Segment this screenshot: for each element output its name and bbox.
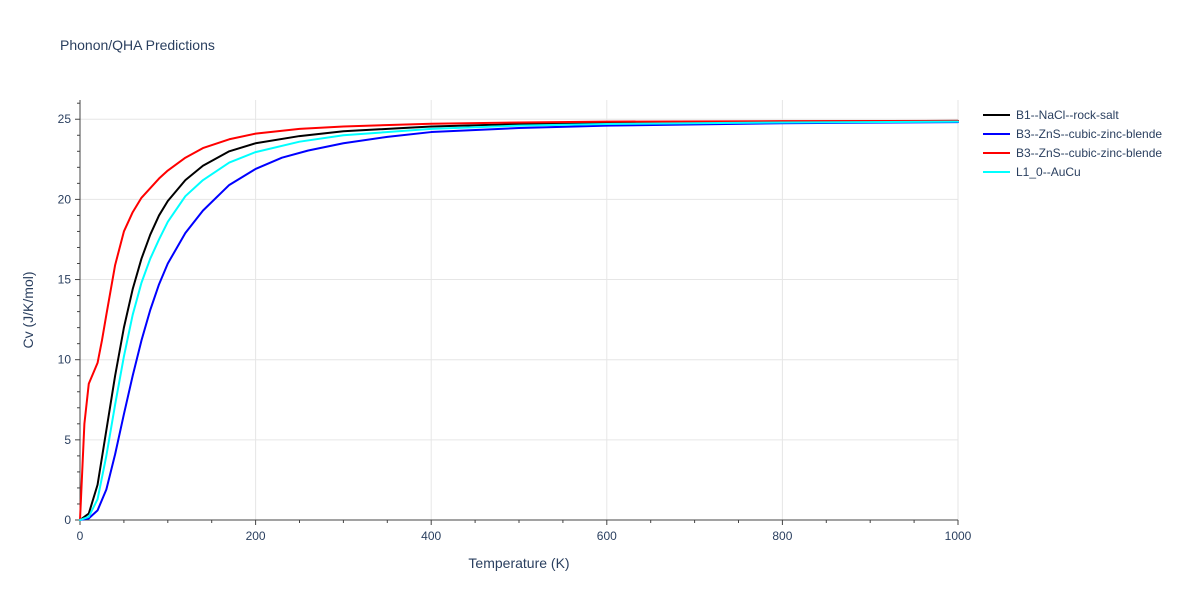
legend-label: B3--ZnS--cubic-zinc-blende [1016,146,1162,160]
x-tick-label: 1000 [945,529,972,543]
y-tick-label: 25 [58,112,72,126]
y-tick-label: 20 [58,192,72,206]
legend-item-3[interactable]: B3--ZnS--cubic-zinc-blende [983,146,1162,160]
legend-item-4[interactable]: L1_0--AuCu [983,165,1081,179]
legend-label: B1--NaCl--rock-salt [1016,108,1119,122]
x-tick-label: 200 [246,529,266,543]
legend-item-2[interactable]: B3--ZnS--cubic-zinc-blende [983,127,1162,141]
series-line-1 [79,119,959,521]
x-tick-label: 400 [421,529,441,543]
legend-item-1[interactable]: B1--NaCl--rock-salt [983,108,1119,122]
y-tick-label: 0 [64,513,71,527]
y-tick-label: 10 [58,353,72,367]
y-axis-title: Cv (J/K/mol) [20,272,36,349]
axes-layer: 0 200 400 600 800 1000 0 5 10 15 20 25 [58,100,972,543]
x-tick-label: 0 [77,529,84,543]
x-tick-label: 600 [597,529,617,543]
legend[interactable]: B1--NaCl--rock-salt B3--ZnS--cubic-zinc-b… [983,108,1162,179]
grid-layer [80,100,959,520]
series-layer [79,119,959,521]
series-line-3 [79,119,959,521]
y-tick-label: 15 [58,273,72,287]
series-line-4 [79,120,959,521]
y-tick-label: 5 [64,433,71,447]
chart-title: Phonon/QHA Predictions [60,37,215,53]
x-axis-title: Temperature (K) [468,555,569,571]
legend-label: B3--ZnS--cubic-zinc-blende [1016,127,1162,141]
series-line-2 [79,121,959,521]
x-tick-label: 800 [772,529,792,543]
legend-label: L1_0--AuCu [1016,165,1081,179]
